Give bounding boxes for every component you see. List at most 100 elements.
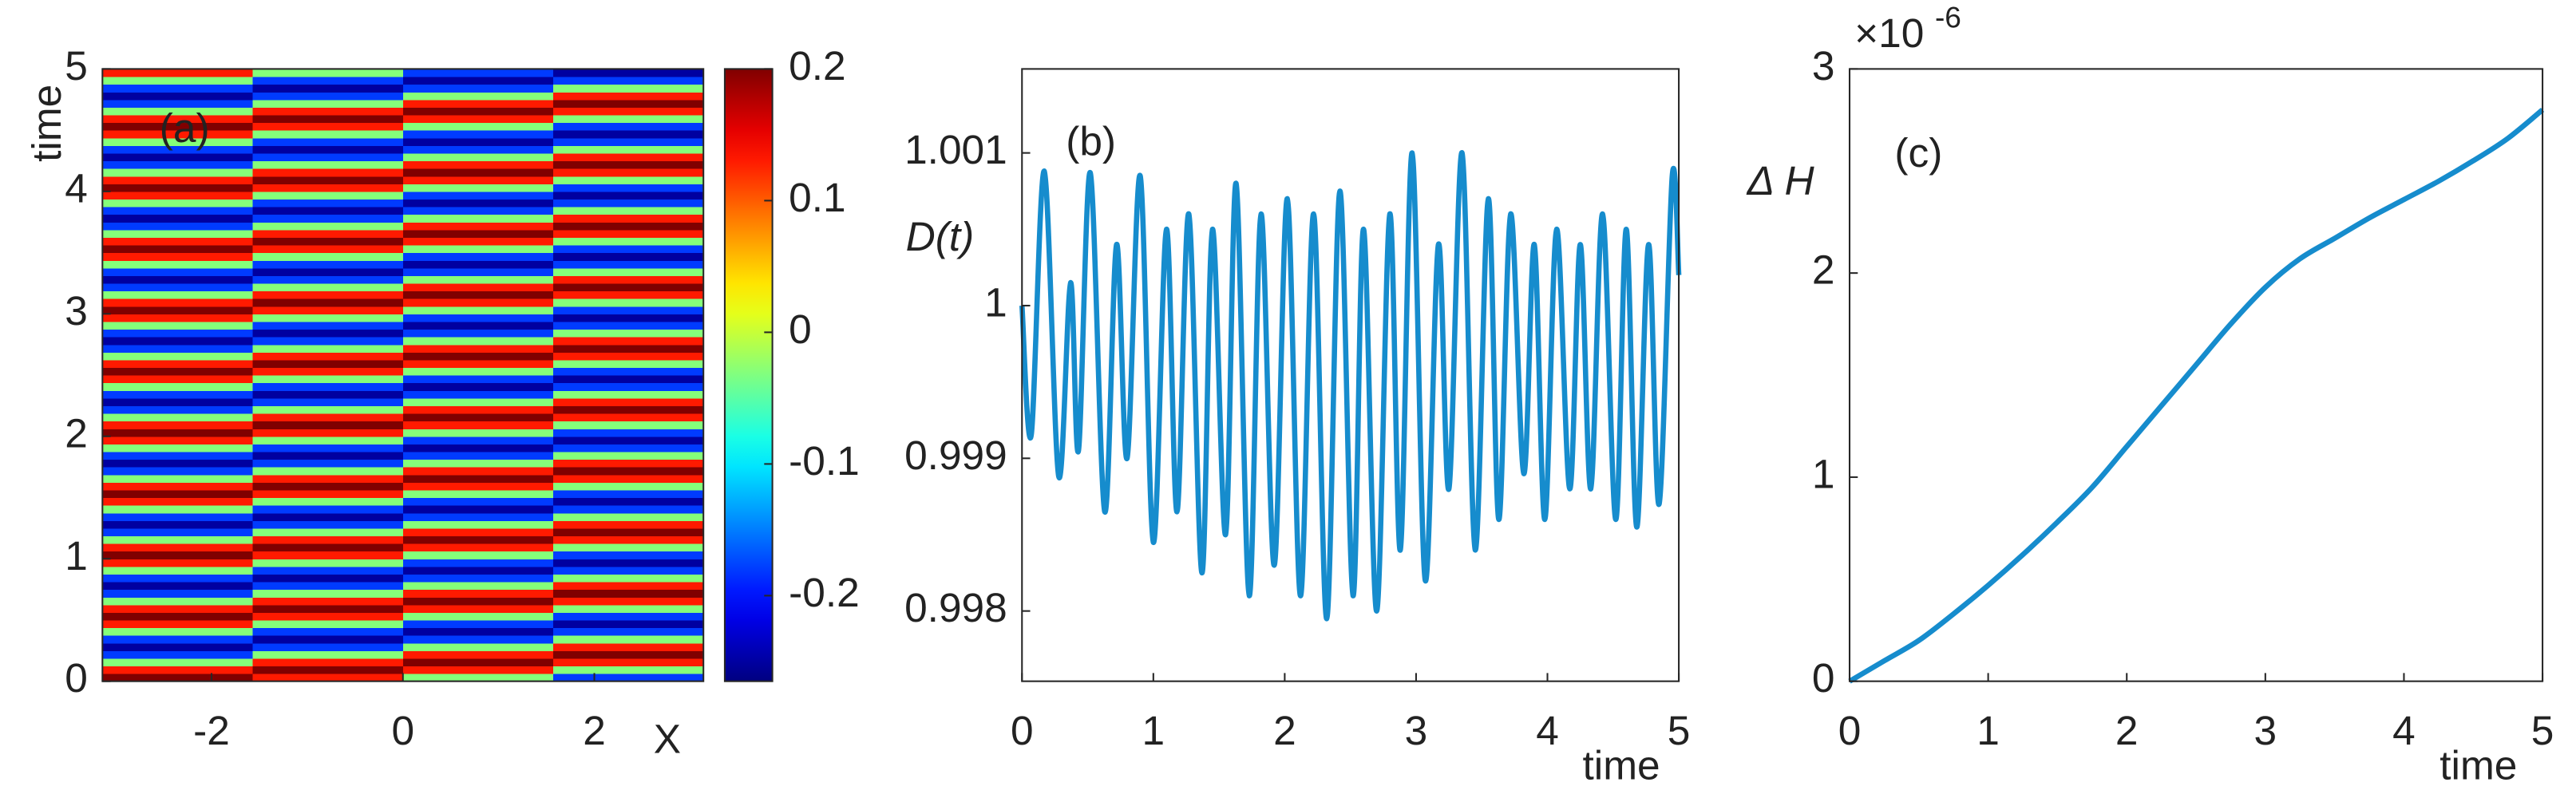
heatmap-cell [102, 596, 254, 606]
y-axis-label: time [23, 85, 69, 162]
heatmap-cell [552, 626, 704, 636]
heatmap-cell [252, 160, 404, 169]
heatmap-cell [252, 176, 404, 184]
heatmap-cell [102, 137, 254, 146]
heatmap-cell [102, 236, 254, 246]
heatmap-cell [552, 99, 704, 108]
heatmap-cell [402, 543, 554, 552]
heatmap-cell [252, 520, 404, 529]
data-line [1019, 150, 1682, 622]
heatmap-cell [252, 634, 404, 644]
heatmap-cell [552, 114, 704, 124]
heatmap-cell [402, 152, 554, 162]
heatmap-cell [102, 336, 254, 346]
heatmap-cell [552, 236, 704, 246]
heatmap-cell [402, 527, 554, 537]
heatmap-cell [552, 520, 704, 529]
heatmap-cell [252, 665, 404, 674]
heatmap-cell [552, 374, 704, 384]
heatmap-cell [402, 374, 554, 384]
heatmap-cell [252, 236, 404, 246]
heatmap-cell [402, 535, 554, 544]
heatmap-cell [102, 650, 254, 659]
panel-label: (c) [1894, 129, 1942, 176]
heatmap-cell [552, 328, 704, 338]
heatmap-cell [102, 504, 254, 514]
y-tick-label: 1 [984, 279, 1007, 326]
x-tick-label: 1 [1977, 707, 2000, 753]
y-tick-label: 3 [1812, 42, 1835, 89]
heatmap-cell [252, 229, 404, 239]
heatmap-cell [552, 160, 704, 169]
heatmap-cell [552, 428, 704, 437]
heatmap-cell [102, 129, 254, 139]
heatmap-cell [252, 290, 404, 299]
heatmap-cell [552, 543, 704, 552]
y-tick-label: 1.001 [904, 126, 1007, 172]
heatmap-cell [252, 298, 404, 307]
heatmap-cell [552, 206, 704, 215]
heatmap-cell [552, 198, 704, 207]
heatmap-cell [552, 436, 704, 444]
heatmap-cell [402, 275, 554, 284]
heatmap-cell [402, 351, 554, 361]
heatmap-cell [102, 191, 254, 200]
heatmap-cell [552, 382, 704, 391]
heatmap-cell [402, 496, 554, 506]
heatmap-cell [552, 106, 704, 116]
x-axis-label: X [654, 715, 681, 761]
heatmap-cell [252, 558, 404, 567]
y-tick-label: 2 [1812, 247, 1835, 293]
heatmap-cell [552, 191, 704, 200]
heatmap-cell [102, 68, 254, 77]
heatmap-cell [402, 313, 554, 322]
heatmap-cell [402, 176, 554, 184]
heatmap-cell [552, 282, 704, 292]
heatmap-cell [252, 168, 404, 177]
heatmap-cell [252, 183, 404, 192]
heatmap-cell [552, 76, 704, 85]
heatmap-cell [402, 68, 554, 77]
heatmap-cell [402, 121, 554, 131]
heatmap-cell [552, 221, 704, 231]
heatmap-cell [102, 512, 254, 521]
heatmap-cell [102, 443, 254, 452]
heatmap-cell [552, 298, 704, 307]
heatmap-cell [252, 626, 404, 636]
heatmap-cell [552, 535, 704, 544]
heatmap-cell [402, 551, 554, 559]
heatmap-cell [102, 298, 254, 307]
heatmap-cell [252, 527, 404, 537]
heatmap-cell [102, 313, 254, 322]
heatmap-cell [402, 359, 554, 369]
heatmap-cell [252, 451, 404, 460]
heatmap-cell [552, 129, 704, 139]
y-tick-label: 0 [1812, 654, 1835, 701]
heatmap-cell [402, 267, 554, 276]
heatmap-cell [252, 351, 404, 361]
x-tick-label: 2 [583, 707, 606, 753]
heatmap-cell [252, 512, 404, 521]
heatmap-cell [552, 596, 704, 606]
colorbar-tick-label: 0 [789, 306, 812, 352]
heatmap-cell [252, 535, 404, 544]
x-tick-label: 2 [2115, 707, 2139, 753]
heatmap-cell [102, 405, 254, 414]
heatmap-cell [102, 114, 254, 124]
heatmap-cell [402, 481, 554, 491]
heatmap-cell [252, 76, 404, 85]
heatmap-cell [402, 328, 554, 338]
heatmap-cell [252, 397, 404, 407]
heatmap-cell [252, 129, 404, 139]
heatmap-cell [552, 474, 704, 483]
heatmap-cell [402, 366, 554, 376]
heatmap-cell [102, 413, 254, 422]
heatmap-cell [252, 596, 404, 606]
heatmap-cell [402, 344, 554, 353]
heatmap-cell [252, 673, 404, 682]
y-tick-label: 0 [65, 654, 88, 701]
heatmap-cell [402, 588, 554, 598]
heatmap-cell [102, 642, 254, 651]
heatmap-cell [102, 168, 254, 177]
y-axis-label: D(t) [906, 213, 975, 259]
